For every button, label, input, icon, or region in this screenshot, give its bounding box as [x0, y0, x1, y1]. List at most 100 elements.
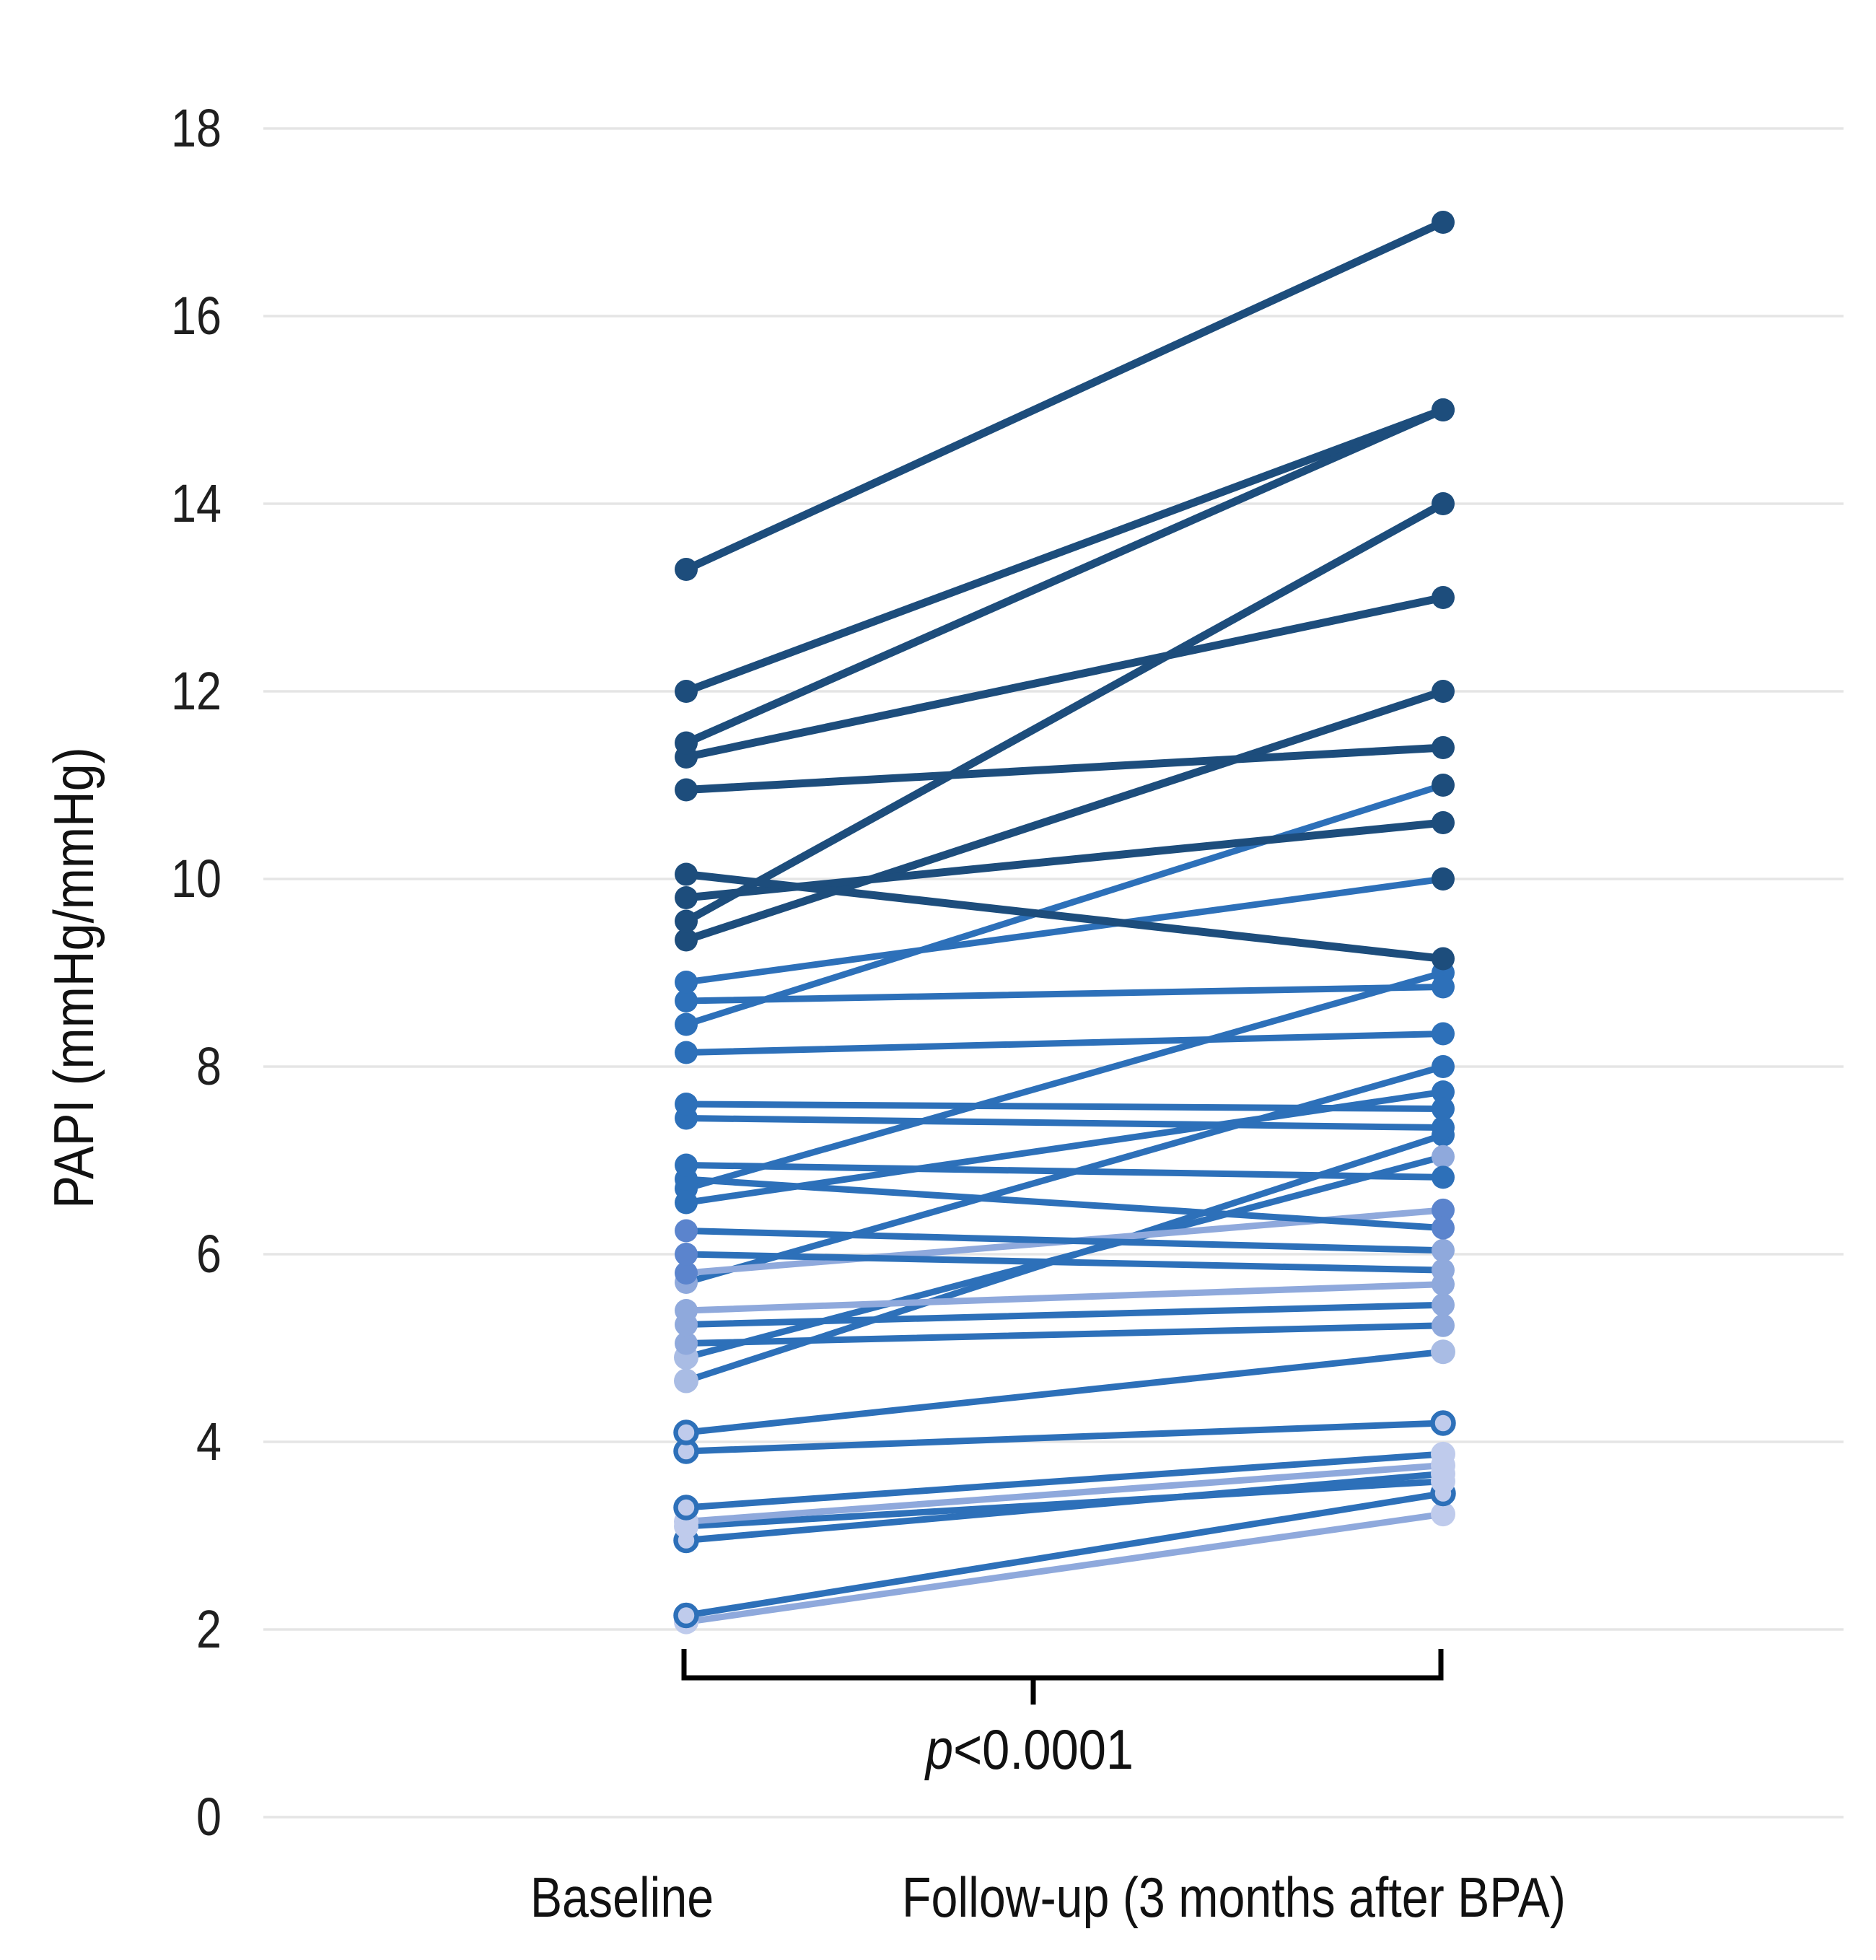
data-point-baseline — [675, 778, 698, 802]
significance-bracket — [681, 1649, 1444, 1705]
data-point-followup — [1431, 1502, 1455, 1527]
y-tick-label: 12 — [171, 661, 222, 721]
data-point-followup — [1432, 774, 1455, 797]
data-point-baseline — [674, 1368, 698, 1394]
y-tick-label: 6 — [196, 1224, 222, 1284]
series-line — [683, 1348, 1447, 1436]
y-tick-label: 10 — [171, 849, 222, 909]
data-point-followup — [1432, 1198, 1455, 1222]
data-point-followup — [1432, 947, 1455, 971]
series-line — [683, 1281, 1447, 1314]
data-point-baseline — [675, 862, 698, 886]
series-line — [683, 1176, 1447, 1232]
x-label-baseline: Baseline — [530, 1865, 714, 1929]
series-line — [682, 499, 1447, 925]
data-point-followup — [1432, 1145, 1455, 1168]
series-line — [683, 1451, 1447, 1511]
series-line — [683, 1115, 1447, 1131]
p-value-annotation: p<0.0001 — [926, 1716, 1134, 1782]
series-line — [682, 687, 1447, 944]
data-point-baseline — [675, 1093, 698, 1116]
data-point-baseline — [675, 1219, 698, 1243]
series-line — [683, 1462, 1447, 1525]
series-line — [683, 1228, 1447, 1254]
data-point-followup — [1432, 1055, 1455, 1078]
data-point-baseline — [675, 909, 698, 933]
data-point-followup — [1432, 492, 1455, 515]
series-line — [683, 1478, 1447, 1530]
y-tick-label: 8 — [196, 1036, 222, 1096]
series-line — [683, 969, 1447, 1192]
series-line — [683, 1031, 1447, 1056]
series-line — [683, 1322, 1447, 1347]
data-point-followup — [1431, 1339, 1455, 1365]
data-point-followup — [1432, 680, 1455, 703]
series-line — [682, 870, 1447, 963]
data-point-baseline — [675, 1243, 698, 1266]
data-point-baseline — [675, 1299, 698, 1322]
data-point-baseline — [673, 1495, 699, 1521]
data-point-followup — [1432, 1165, 1455, 1189]
data-point-baseline — [675, 1153, 698, 1177]
series-line — [683, 1301, 1447, 1328]
y-tick-label: 14 — [171, 473, 222, 533]
series-line — [683, 984, 1447, 1005]
y-tick-label: 16 — [171, 286, 222, 346]
series-line — [683, 1510, 1447, 1626]
series-line — [683, 875, 1447, 986]
p-value-text: <0.0001 — [953, 1718, 1134, 1781]
data-point-baseline — [675, 928, 698, 952]
series-line — [682, 593, 1447, 761]
series-line — [683, 1162, 1447, 1181]
series-line — [683, 1470, 1447, 1544]
y-tick-label: 2 — [196, 1599, 222, 1659]
data-point-followup — [1430, 1410, 1456, 1436]
data-point-baseline — [675, 1261, 698, 1285]
data-point-followup — [1432, 1216, 1455, 1240]
series-line — [683, 1490, 1447, 1619]
data-point-followup — [1432, 1313, 1455, 1337]
data-point-baseline — [675, 886, 698, 909]
data-point-baseline — [675, 731, 698, 755]
data-point-followup — [1432, 1116, 1455, 1139]
data-point-followup — [1432, 1293, 1455, 1317]
series-line — [683, 1419, 1447, 1455]
series-line — [683, 1251, 1447, 1274]
data-point-followup — [1432, 1022, 1455, 1046]
data-point-followup — [1432, 398, 1455, 421]
y-tick-label: 18 — [171, 98, 222, 158]
data-point-baseline — [675, 1041, 698, 1064]
data-point-baseline — [675, 680, 698, 703]
y-tick-label: 4 — [196, 1412, 222, 1471]
data-point-followup — [1432, 1238, 1455, 1262]
data-point-baseline — [675, 971, 698, 994]
data-point-followup — [1432, 975, 1455, 999]
data-point-followup — [1432, 736, 1455, 759]
data-point-followup — [1432, 1080, 1455, 1104]
data-point-followup — [1432, 211, 1455, 234]
series-line — [682, 406, 1447, 696]
data-point-baseline — [673, 1419, 699, 1445]
data-point-baseline — [673, 1602, 699, 1629]
data-point-followup — [1432, 1097, 1455, 1121]
y-axis-title: PAPI (mmHg/mmHg) — [42, 747, 105, 1209]
data-point-baseline — [675, 558, 698, 581]
series-line — [683, 782, 1447, 1028]
series-line — [683, 1063, 1447, 1286]
series-line — [682, 743, 1447, 794]
data-point-baseline — [675, 1012, 698, 1036]
data-point-baseline — [675, 1331, 698, 1355]
series-line — [682, 406, 1447, 747]
series-line — [682, 218, 1447, 574]
data-point-followup — [1431, 1441, 1455, 1466]
data-point-followup — [1432, 811, 1455, 834]
series-line — [683, 1101, 1447, 1112]
data-point-followup — [1432, 867, 1455, 891]
data-point-baseline — [675, 989, 698, 1012]
data-point-followup — [1432, 1259, 1455, 1282]
data-point-followup — [1432, 586, 1455, 609]
p-value-prefix: p — [925, 1718, 954, 1781]
x-label-followup: Follow-up (3 months after BPA) — [902, 1865, 1566, 1929]
